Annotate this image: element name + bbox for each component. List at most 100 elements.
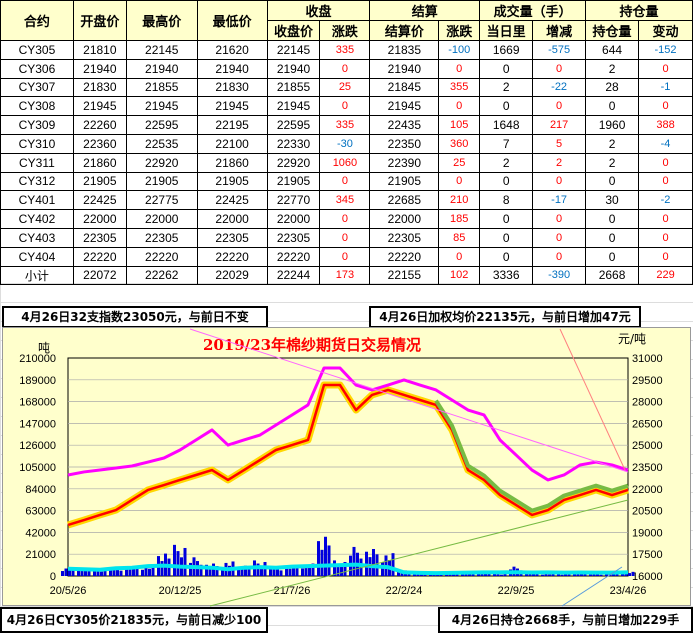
- header-col-7: 涨跌: [438, 20, 481, 41]
- volume-bar: [320, 549, 324, 576]
- table-cell: CY309: [0, 115, 74, 135]
- volume-bar: [61, 571, 64, 576]
- volume-bar: [464, 573, 468, 576]
- volume-bar: [615, 573, 619, 576]
- table-row: CY310 22360 22535 22100 22330 -30 22350 360 7 5 2-…: [0, 133, 693, 154]
- volume-bar: [525, 573, 528, 576]
- volume-bar: [580, 574, 583, 576]
- volume-bar: [576, 573, 580, 576]
- weighted-price-line: [434, 399, 629, 513]
- volume-bar: [541, 574, 544, 576]
- volume-bar: [391, 553, 395, 576]
- table-row: CY312 21905 21905 21905 21905 0 21905 0 0 0 0 0: [0, 171, 693, 192]
- volume-bar: [160, 561, 164, 576]
- header-col-8: 当日里: [479, 20, 534, 41]
- table-cell: 229: [638, 265, 693, 286]
- table-cell: 22220: [266, 246, 321, 267]
- x-tick-label: 20/5/26: [50, 585, 87, 597]
- volume-bar: [544, 574, 548, 576]
- volume-bar: [487, 573, 491, 576]
- table-cell: CY403: [0, 227, 74, 248]
- volume-bar: [256, 563, 260, 576]
- volume-bar: [557, 574, 560, 576]
- right-tick-label: 29500: [632, 375, 663, 387]
- volume-bar: [496, 574, 500, 576]
- volume-bar: [352, 546, 356, 576]
- left-axis-unit: 吨: [38, 341, 50, 355]
- left-tick-label: 147000: [19, 418, 56, 430]
- volume-bar: [221, 567, 224, 576]
- volume-bar: [551, 573, 555, 576]
- volume-bar: [452, 573, 455, 576]
- volume-bar: [528, 574, 532, 576]
- table-cell: 21620: [196, 40, 268, 60]
- right-tick-label: 22000: [632, 484, 663, 496]
- table-cell: 22244: [266, 265, 321, 286]
- volume-bar: [596, 574, 599, 576]
- volume-bar: [148, 568, 151, 576]
- table-cell: 22000: [125, 209, 198, 229]
- table-cell: 3336: [479, 265, 534, 286]
- table-cell: 21860: [72, 152, 127, 173]
- table-cell: CY306: [0, 58, 74, 79]
- volume-bar: [308, 567, 311, 576]
- table-cell: 0: [638, 171, 693, 192]
- table-cell: 21945: [266, 96, 321, 117]
- volume-bar: [480, 574, 484, 576]
- volume-bar: [64, 568, 68, 576]
- volume-bar: [583, 573, 587, 576]
- volume-bar: [573, 573, 576, 576]
- volume-bar: [304, 564, 308, 576]
- x-tick-label: 20/12/25: [159, 585, 202, 597]
- table-cell: 0: [319, 209, 371, 229]
- right-tick-label: 26500: [632, 418, 663, 430]
- volume-bar: [205, 564, 208, 576]
- table-cell: 22262: [125, 265, 198, 286]
- table-cell: 22000: [72, 209, 127, 229]
- volume-bar: [439, 574, 443, 576]
- table-cell: 22072: [72, 265, 127, 286]
- volume-bar: [109, 569, 112, 576]
- price-line: [67, 383, 629, 527]
- volume-bar: [333, 560, 336, 576]
- volume-bar: [144, 566, 148, 576]
- table-cell: 22305: [125, 227, 198, 248]
- group-close: 收盘: [266, 0, 371, 21]
- index-line: [67, 366, 629, 482]
- volume-bar: [628, 573, 631, 576]
- table-cell: 22145: [125, 40, 198, 60]
- table-cell: 21945: [196, 96, 268, 117]
- table-cell: 21860: [196, 152, 268, 173]
- volume-bar: [240, 569, 244, 576]
- volume-bar: [80, 570, 84, 576]
- table-cell: 2668: [585, 265, 640, 286]
- left-tick-label: 21000: [25, 549, 56, 561]
- volume-bar: [631, 571, 635, 576]
- table-cell: CY312: [0, 171, 74, 192]
- table-cell: 21905: [266, 171, 321, 192]
- x-tick-label: 22/9/25: [498, 585, 535, 597]
- right-tick-label: 20500: [632, 506, 663, 518]
- volume-bar: [84, 567, 87, 576]
- volume-bar: [340, 566, 343, 576]
- volume-bar: [535, 573, 539, 576]
- table-cell: 360: [438, 133, 481, 154]
- volume-bar: [343, 561, 347, 576]
- volume-bar: [327, 545, 331, 576]
- volume-bar: [135, 568, 139, 576]
- table-cell: 210: [438, 190, 481, 211]
- volume-bar: [96, 570, 100, 576]
- volume-bar: [237, 566, 240, 576]
- right-tick-label: 23500: [632, 462, 663, 474]
- header-col-9: 增减: [532, 20, 587, 41]
- table-cell: 0: [438, 171, 481, 192]
- table-cell: -4: [638, 133, 693, 154]
- volume-bar: [292, 565, 295, 576]
- table-cell: 22305: [72, 227, 127, 248]
- leader-line: [209, 499, 629, 607]
- volume-bar: [199, 564, 203, 576]
- table-cell: CY311: [0, 152, 74, 173]
- x-tick-label: 22/2/24: [386, 585, 423, 597]
- left-tick-label: 0: [50, 571, 56, 583]
